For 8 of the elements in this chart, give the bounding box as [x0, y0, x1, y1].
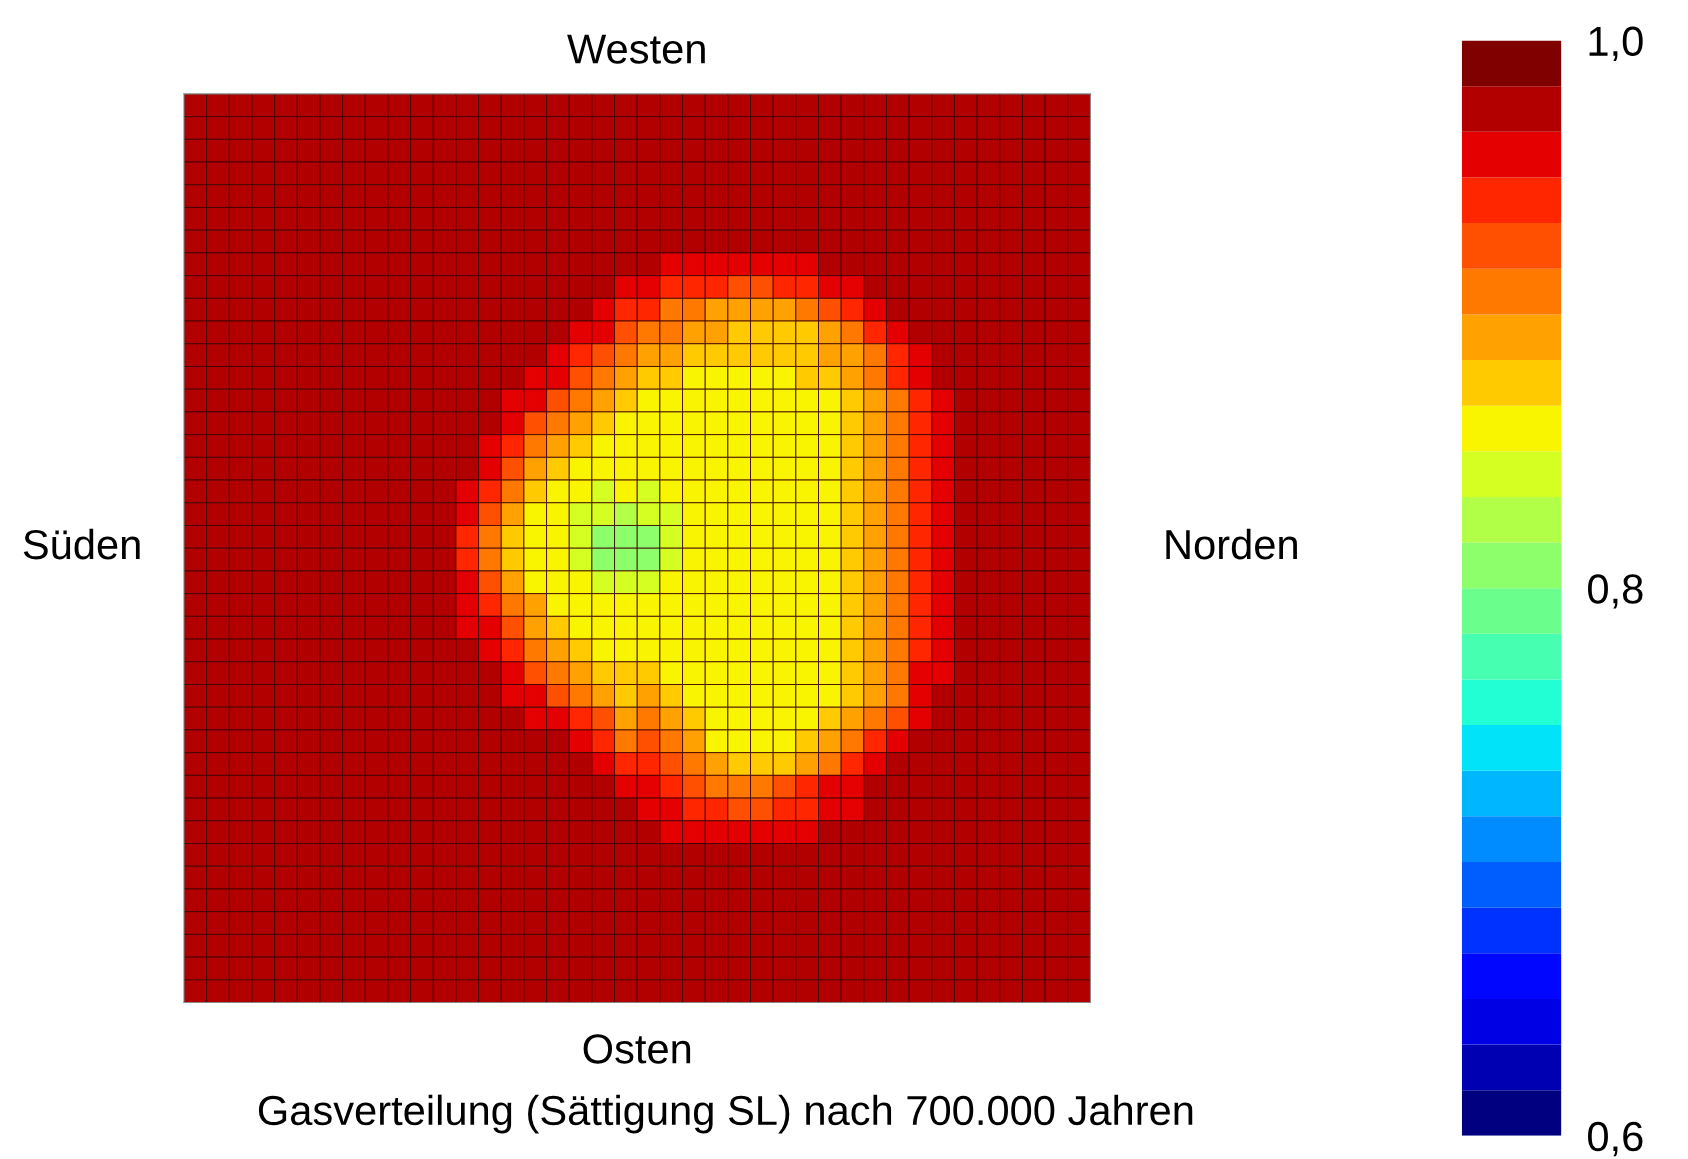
x2-axis-title: Westen	[567, 34, 705, 64]
color-bar-label: 1,0	[1589, 26, 1643, 61]
x-axis-title: Osten	[583, 1034, 691, 1064]
text: Gasverteilung (Sättigung SL) nach 700.000 Jahren	[258, 1094, 1193, 1134]
color-bar-label: 0,8	[1588, 574, 1643, 609]
y-axis-title: Süden	[23, 528, 140, 560]
y2-axis-title: Norden	[1166, 528, 1297, 560]
color-bar-label: 0,6	[1588, 1121, 1643, 1157]
